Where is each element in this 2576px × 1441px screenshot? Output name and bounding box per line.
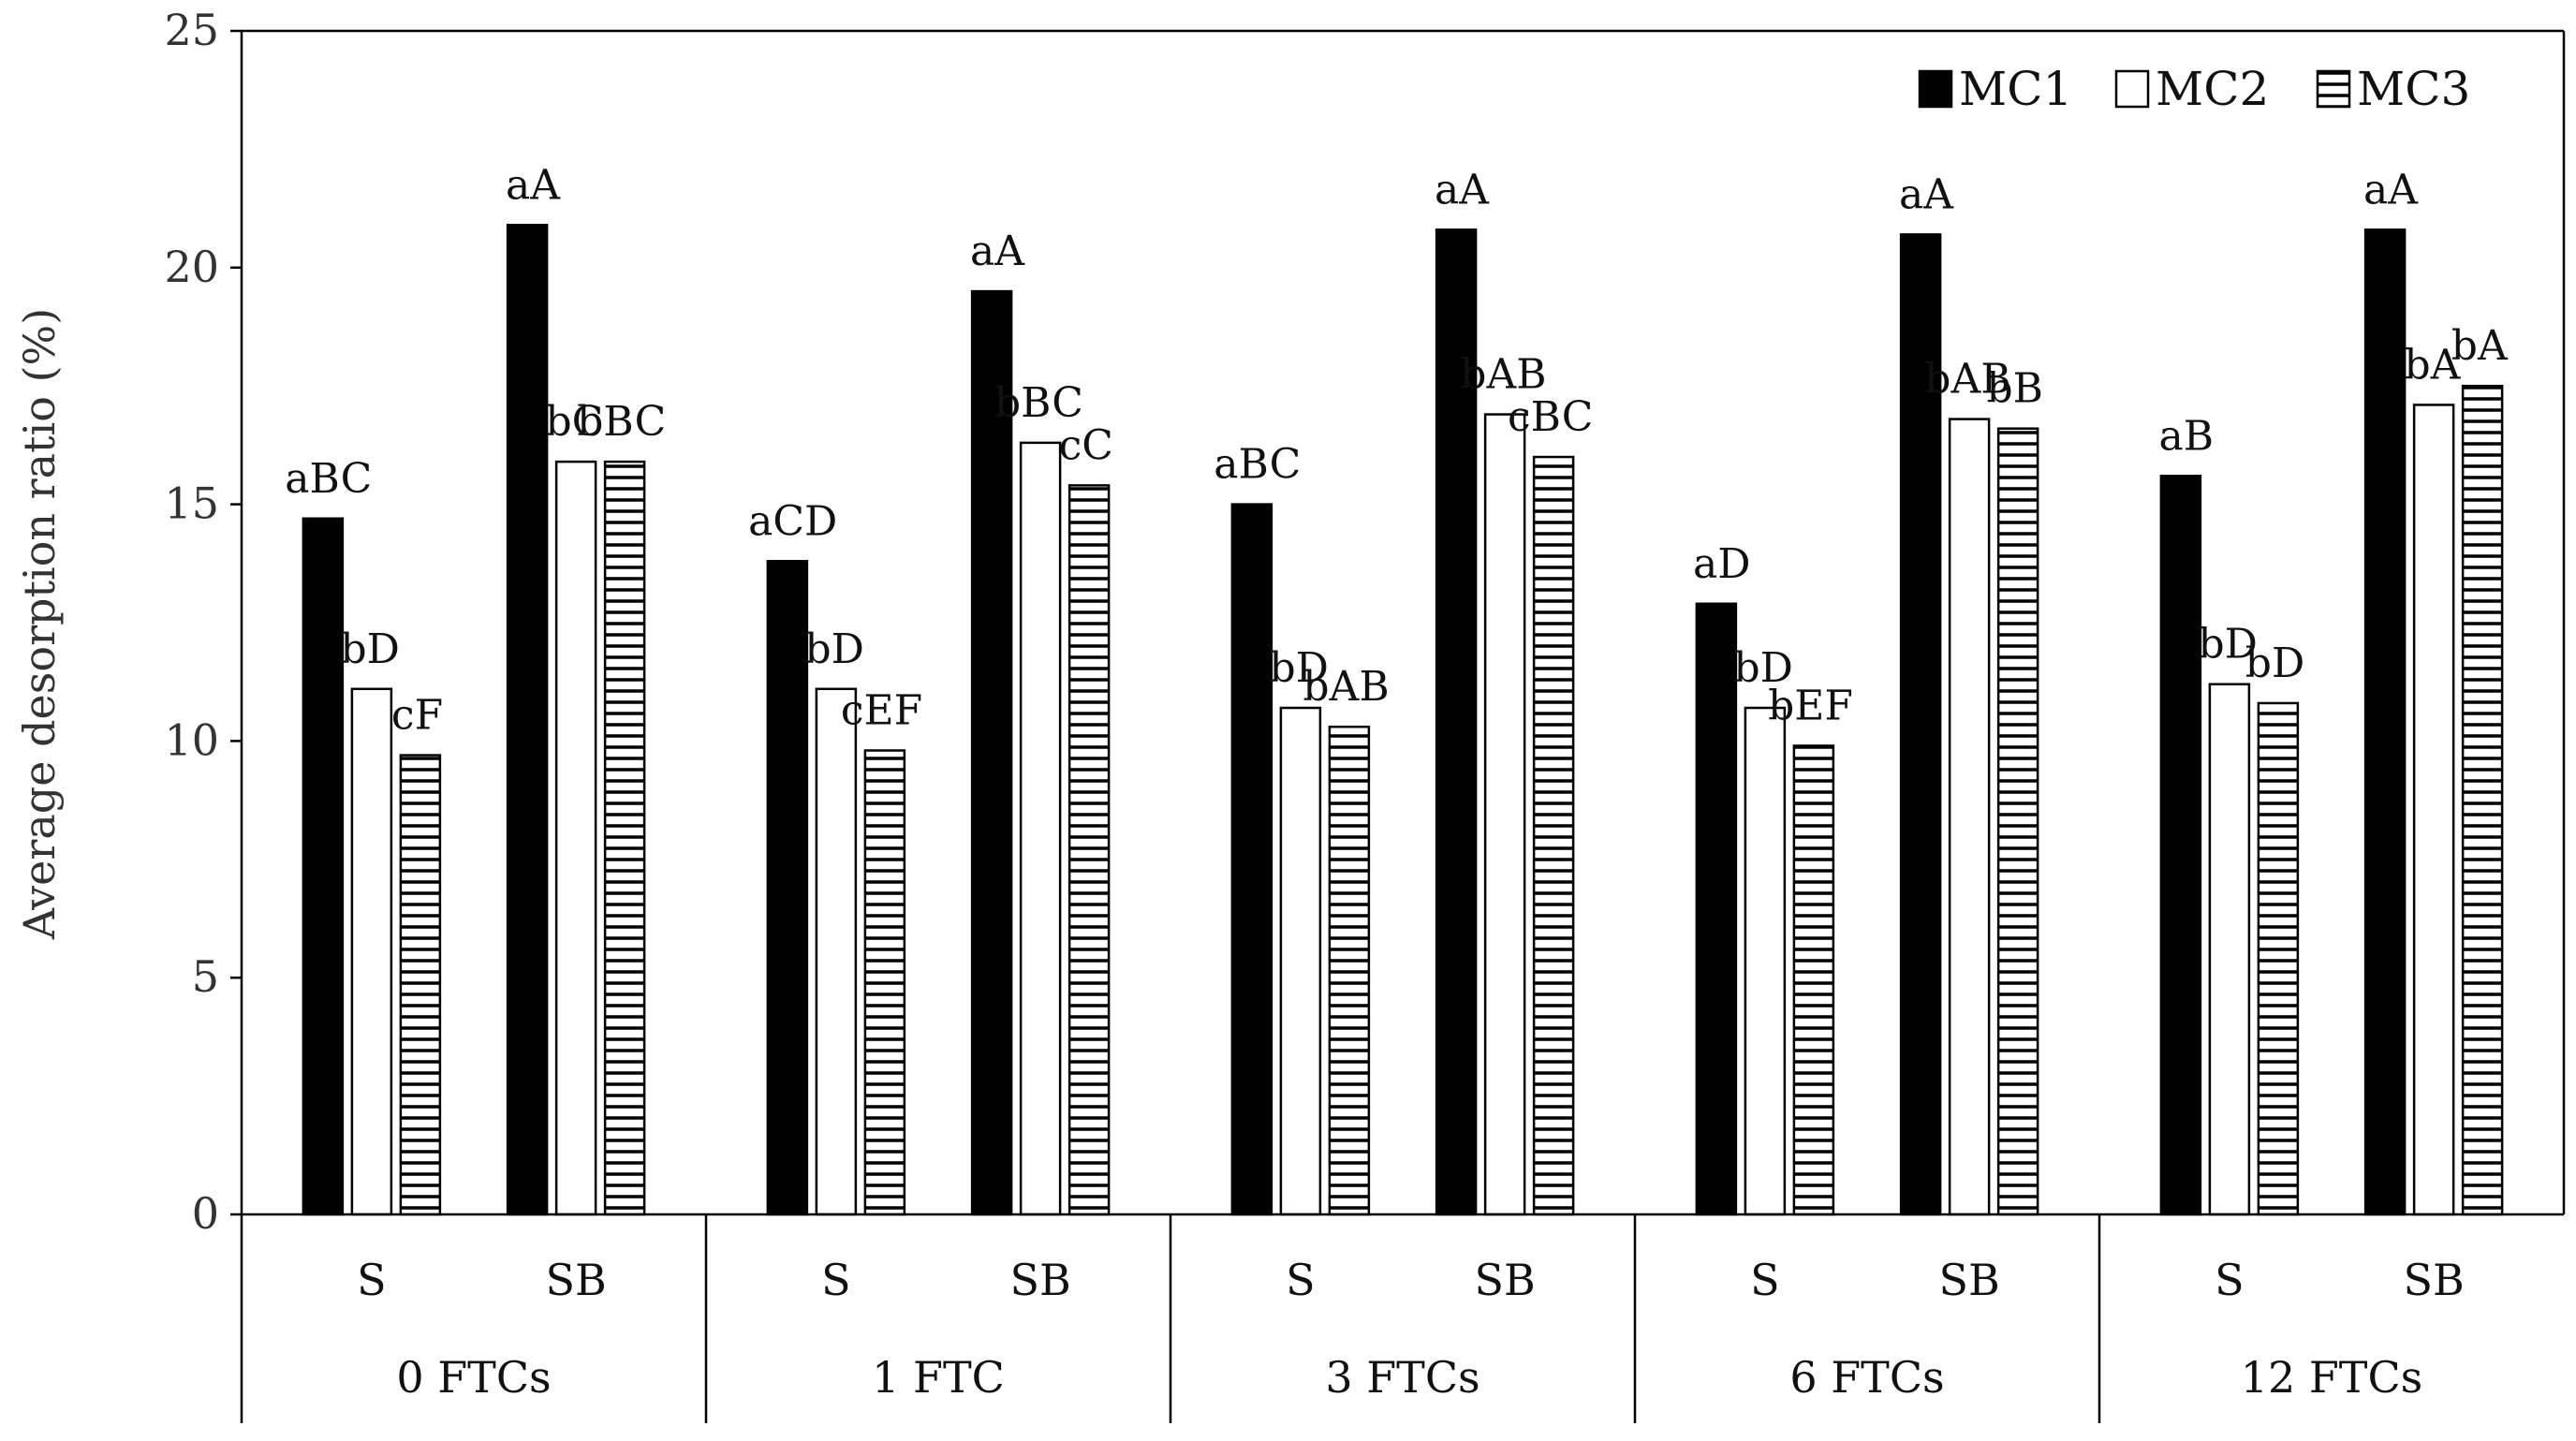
group-label: 1 FTC [872,1352,1005,1403]
significance-label: bBC [577,398,666,446]
bar-mc1 [970,289,1013,1216]
subcategory-label: S [1286,1255,1316,1305]
bar-mc2 [1744,706,1787,1216]
group-label: 6 FTCs [1789,1352,1944,1403]
legend-label-mc1: MC1 [1959,62,2072,116]
subcategory-label: SB [1009,1255,1070,1305]
legend-label-mc2: MC2 [2156,62,2269,116]
significance-label: bD [340,625,399,673]
bar-mc3 [2461,384,2504,1216]
bar-mc1 [1230,503,1273,1216]
bar-mc3 [2257,701,2300,1216]
y-axis: 0 5 10 15 20 25 [164,5,2566,1423]
bars [302,224,2504,1216]
bar-mc1 [766,560,809,1216]
bar-mc2 [350,687,393,1216]
subcategory-label: S [357,1255,387,1305]
y-axis-title: Average desorption ratio (%) [14,308,65,940]
significance-label: cBC [1508,393,1593,441]
significance-label: bD [1269,644,1328,692]
significance-label: cC [1059,421,1113,469]
subcategory-label: S [1750,1255,1780,1305]
bar-mc1 [1435,228,1478,1216]
significance-label: aBC [285,455,372,503]
bar-mc2 [554,460,597,1216]
group-label: 0 FTCs [396,1352,551,1403]
legend-swatch-mc1 [1918,69,1953,109]
significance-label: bB [1987,365,2044,413]
bar-mc1 [1695,602,1738,1216]
legend-swatch-mc2 [2114,69,2150,109]
bar-mc3 [1328,725,1371,1216]
significance-label: aA [506,161,561,209]
group-label: 12 FTCs [2241,1352,2423,1403]
group-label: 3 FTCs [1325,1352,1479,1403]
significance-label: cF [391,692,443,740]
significance-label: aA [970,228,1025,275]
significance-label: aA [1899,170,1954,218]
bar-mc2 [2412,404,2455,1216]
subcategory-label: SB [545,1255,606,1305]
significance-label: bEF [1768,682,1853,729]
bar-mc3 [1996,427,2039,1216]
significance-label: bAB [1924,356,2010,404]
legend: MC1 MC2 MC3 [1918,62,2470,116]
significance-label: aD [1693,540,1751,588]
bar-mc3 [1792,744,1835,1216]
significance-label: aA [2363,166,2419,213]
subcategory-label: SB [1474,1255,1535,1305]
significance-label: cEF [841,687,922,735]
significance-label: aCD [748,497,837,545]
legend-label-mc3: MC3 [2357,62,2470,116]
bar-mc2 [1483,413,1526,1216]
bar-mc1 [1899,233,1942,1216]
bar-mc1 [302,517,345,1216]
bar-mc3 [1067,484,1111,1216]
significance-label: bC [546,398,604,446]
y-tick-label: 0 [192,1188,219,1239]
significance-label: bD [2245,640,2304,687]
subcategory-label: SB [2403,1255,2464,1305]
bar-mc2 [1948,418,1991,1216]
significance-label: aA [1435,166,1490,213]
subcategory-label: SB [1938,1255,1999,1305]
bar-mc2 [2208,683,2251,1216]
significance-label: bD [1733,644,1792,692]
bar-mc2 [1279,706,1322,1216]
subcategory-label: S [2215,1255,2245,1305]
bar-mc2 [1019,441,1062,1216]
significance-label: bA [2404,341,2461,389]
bar-mc3 [399,754,442,1216]
bar-mc1 [506,224,549,1216]
significance-label: bAB [1460,351,1546,399]
significance-label: bA [2451,322,2509,370]
bar-mc1 [2159,475,2202,1216]
bar-mc3 [603,460,646,1216]
y-tick-label: 15 [164,478,219,529]
y-tick-label: 20 [164,242,219,292]
significance-label: bBC [994,379,1083,427]
significance-label: aB [2158,412,2214,460]
bar-mc2 [815,687,858,1216]
significance-label: bD [804,625,863,673]
significance-label: bAB [1303,663,1389,711]
bar-mc1 [2363,228,2407,1216]
y-tick-label: 25 [164,5,219,55]
subcategory-label: S [821,1255,851,1305]
legend-swatch-mc3 [2316,69,2351,109]
y-tick-label: 5 [192,951,219,1002]
bar-mc3 [1532,455,1575,1216]
y-tick-label: 10 [164,714,219,765]
significance-label: bD [2198,621,2257,669]
significance-label: aBC [1214,441,1301,489]
bar-mc3 [863,749,906,1216]
